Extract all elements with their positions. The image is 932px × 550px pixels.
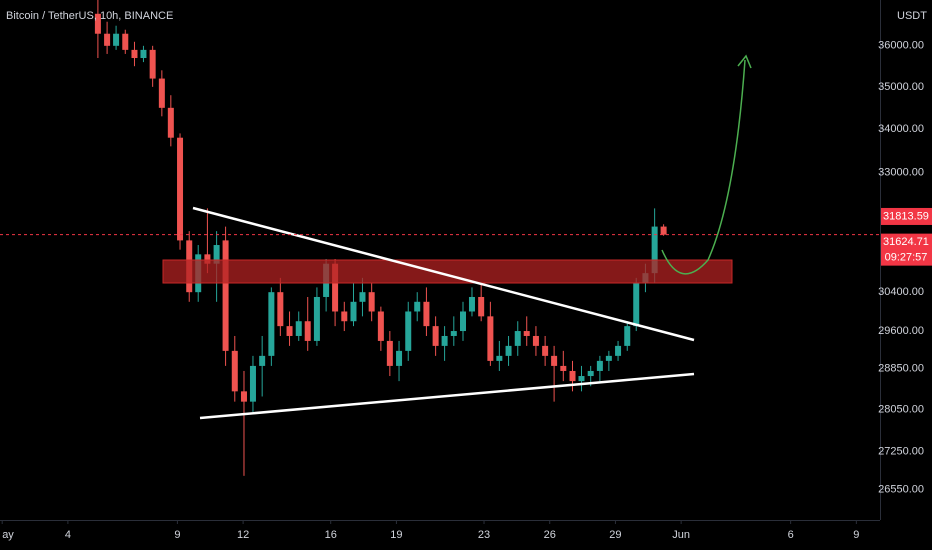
candle-body [615,345,622,356]
last-price-box [881,233,932,266]
candle-body [423,301,430,327]
candle-body [405,311,412,351]
countdown-label: 09:27:57 [885,252,928,264]
resistance-zone [162,259,733,284]
candle-body [377,311,384,341]
candle-body [177,137,184,241]
candle-body [94,13,101,34]
y-tick-label: 28850.00 [878,362,924,374]
y-tick-label: 34000.00 [878,123,924,135]
candle-body [341,311,348,322]
candle-body [542,345,549,356]
candle-body [131,49,138,59]
candle-body [441,335,448,346]
candle-body [651,226,658,274]
candle-body [496,355,503,361]
candle-body [396,350,403,366]
candle-body [313,296,320,341]
candle-body [332,263,339,312]
x-tick-label: 16 [325,529,337,541]
candle-body [468,296,475,312]
x-tick-label: 4 [65,529,71,541]
chart-title: Bitcoin / TetherUS, 10h, BINANCE [6,10,173,22]
y-tick-label: 35000.00 [878,81,924,93]
candle-body [459,311,466,332]
projection-arrow [661,59,746,275]
candle-body [359,292,366,302]
candle-body [149,49,156,79]
candle-body [350,301,357,322]
y-tick-label: 26550.00 [878,483,924,495]
high-price-label: 31813.59 [883,210,929,222]
candle-body [204,254,211,264]
y-tick-label: 33000.00 [878,167,924,179]
upper-trendline [192,206,695,342]
candle-body [596,360,603,371]
y-tick-label: 27250.00 [878,445,924,457]
x-tick-label: 9 [853,529,859,541]
candle-body [368,292,375,312]
y-tick-label: 36000.00 [878,40,924,52]
y-axis-label: USDT [897,10,927,22]
candle-body [587,370,594,377]
candle-body [167,107,174,138]
candle-body [633,282,640,327]
last-price-label: 31624.71 [883,236,929,248]
candle-body [268,292,275,356]
arrow-head [737,54,752,69]
candle-body [523,331,530,336]
candle-body [240,391,247,402]
candle-body [304,321,311,341]
candle-body [432,326,439,346]
y-tick-label: 30400.00 [878,286,924,298]
candle-body [514,331,521,346]
x-tick-label: 12 [237,529,249,541]
x-tick-label: Jun [672,529,690,541]
x-tick-label: 23 [478,529,490,541]
candle-body [450,331,457,336]
x-tick-label: ay [2,529,14,541]
candle-body [286,326,293,336]
candle-body [122,33,129,50]
candle-body [249,365,256,402]
candle-body [532,335,539,346]
candle-body [487,316,494,361]
candle-body [113,33,120,46]
candle-body [259,355,266,366]
candle-body [386,340,393,366]
x-tick-label: 9 [174,529,180,541]
candle-body [605,355,612,361]
x-tick-label: 19 [390,529,402,541]
candle-body [624,326,631,346]
candle-body [140,49,147,59]
candle-body [414,301,421,312]
lower-trendline [199,372,695,420]
candle-body [478,296,485,317]
candle-body [104,33,111,46]
candle-body [578,376,585,382]
candle-body [231,350,238,392]
candle-body [213,245,220,264]
x-tick-label: 29 [609,529,621,541]
candle-body [505,345,512,356]
candle-body [295,321,302,336]
y-tick-label: 29600.00 [878,325,924,337]
candle-body [660,226,667,235]
candle-body [158,78,165,108]
x-tick-label: 6 [788,529,794,541]
high-price-box [881,207,932,225]
candle-body [222,240,229,351]
candle-body [277,292,284,327]
candle-body [551,355,558,366]
x-tick-label: 26 [544,529,556,541]
candle-body [569,370,576,382]
y-tick-label: 28050.00 [878,403,924,415]
candle-body [560,365,567,371]
